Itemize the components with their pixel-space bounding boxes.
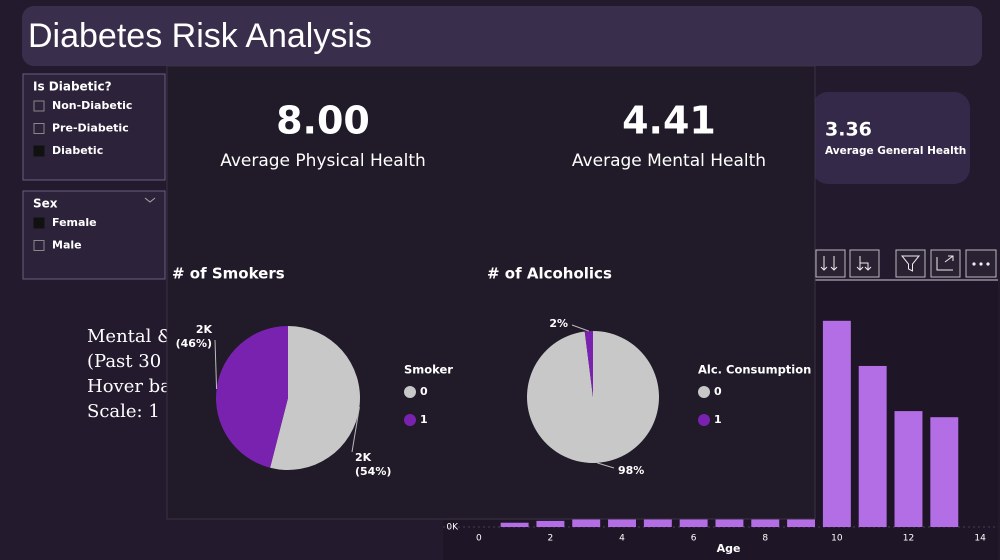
bar[interactable] bbox=[500, 522, 529, 527]
data-label: 2K bbox=[196, 323, 213, 336]
bar[interactable] bbox=[894, 411, 923, 527]
slicer-box bbox=[22, 190, 166, 280]
legend-title: Smoker bbox=[404, 363, 453, 377]
x-tick-label: 10 bbox=[831, 534, 843, 544]
x-tick-label: 4 bbox=[619, 534, 625, 544]
pie-slice[interactable] bbox=[584, 331, 593, 397]
bar[interactable] bbox=[930, 417, 959, 527]
pie-slice[interactable] bbox=[216, 326, 288, 468]
x-tick-label: 0 bbox=[476, 534, 482, 544]
slicer-option[interactable]: Diabetic bbox=[52, 144, 103, 157]
drill-icon bbox=[856, 256, 872, 271]
text-line: Scale: 1 (E bbox=[87, 401, 186, 422]
header-bar bbox=[22, 6, 982, 66]
text-box: Mental & (Past 30 I Hover ba Scale: 1 (E bbox=[87, 326, 186, 422]
legend-label[interactable]: 0 bbox=[420, 385, 428, 398]
slicers: Is Diabetic? Non-Diabetic Pre-Diabetic Diab… bbox=[22, 73, 166, 280]
sort-button[interactable] bbox=[815, 249, 846, 278]
slicer-option[interactable]: Pre-Diabetic bbox=[52, 122, 129, 135]
checkbox[interactable] bbox=[33, 217, 45, 229]
bar[interactable] bbox=[715, 519, 744, 527]
x-axis-title: Age bbox=[717, 542, 741, 555]
y-tick-label: 0K bbox=[446, 523, 459, 533]
legend-label[interactable]: 0 bbox=[714, 385, 722, 398]
card-value: 4.41 bbox=[622, 99, 716, 143]
slicer-box bbox=[22, 73, 166, 181]
slicer-option[interactable]: Female bbox=[52, 216, 97, 229]
legend-marker[interactable] bbox=[698, 386, 710, 398]
x-tick-label: 6 bbox=[691, 534, 697, 544]
filter-button[interactable] bbox=[895, 249, 926, 278]
data-label: (46%) bbox=[176, 337, 212, 350]
page-title: Diabetes Risk Analysis bbox=[28, 17, 372, 55]
legend-marker[interactable] bbox=[698, 414, 710, 426]
data-label: 98% bbox=[618, 464, 644, 477]
data-label: 2K bbox=[355, 451, 372, 464]
more-dot bbox=[986, 262, 990, 266]
text-line: Mental & bbox=[87, 326, 173, 347]
x-tick-label: 8 bbox=[762, 534, 768, 544]
card-label: Average Mental Health bbox=[572, 151, 766, 171]
slicer-title: Sex bbox=[33, 197, 58, 211]
checkbox[interactable] bbox=[33, 240, 45, 251]
more-dot bbox=[972, 262, 976, 266]
data-label: (54%) bbox=[355, 465, 391, 478]
chart-title: # of Smokers bbox=[172, 265, 285, 283]
checkbox[interactable] bbox=[33, 123, 45, 134]
bar[interactable] bbox=[572, 519, 601, 527]
filter-icon bbox=[900, 255, 921, 272]
x-tick-label: 12 bbox=[903, 534, 914, 544]
visual-toolbar bbox=[815, 249, 997, 278]
bar[interactable] bbox=[787, 519, 816, 527]
pie-slice[interactable] bbox=[527, 331, 660, 463]
bar[interactable] bbox=[751, 519, 780, 527]
card-label: Average Physical Health bbox=[220, 151, 426, 171]
slicer-title: Is Diabetic? bbox=[33, 80, 112, 94]
bar[interactable] bbox=[822, 320, 851, 527]
card-value: 8.00 bbox=[276, 99, 370, 143]
bar[interactable] bbox=[679, 519, 708, 527]
x-tick-label: 2 bbox=[548, 534, 554, 544]
general-health-card bbox=[812, 92, 970, 184]
dropdown-chevron[interactable] bbox=[144, 197, 156, 203]
more-dot bbox=[979, 262, 983, 266]
bar[interactable] bbox=[858, 365, 887, 527]
slicer-option[interactable]: Non-Diabetic bbox=[52, 99, 132, 112]
sort-icon bbox=[820, 256, 838, 271]
leader-line bbox=[351, 406, 360, 453]
legend-marker[interactable] bbox=[404, 386, 416, 398]
legend-label[interactable]: 1 bbox=[714, 413, 722, 426]
legend-marker[interactable] bbox=[404, 414, 416, 426]
checkbox[interactable] bbox=[33, 100, 45, 112]
bar[interactable] bbox=[608, 519, 636, 527]
legend-label[interactable]: 1 bbox=[420, 413, 428, 426]
card-label: Average General Health bbox=[825, 145, 966, 157]
checkbox[interactable] bbox=[33, 145, 45, 157]
text-line: (Past 30 I bbox=[87, 351, 174, 372]
leader-line bbox=[571, 324, 590, 332]
legend-title: Alc. Consumption bbox=[698, 363, 811, 377]
leader-line bbox=[214, 339, 218, 389]
leader-line bbox=[596, 462, 615, 469]
x-tick-label: 14 bbox=[974, 534, 986, 544]
focus-icon bbox=[936, 255, 954, 271]
focus-button[interactable] bbox=[930, 249, 961, 278]
data-label: 2% bbox=[549, 317, 568, 330]
bar[interactable] bbox=[643, 519, 672, 527]
slicer-option[interactable]: Male bbox=[52, 239, 82, 252]
text-line: Hover ba bbox=[87, 376, 171, 397]
chart-title: # of Alcoholics bbox=[487, 265, 612, 283]
pie-slice[interactable] bbox=[270, 326, 360, 470]
card-value: 3.36 bbox=[825, 119, 872, 141]
bar[interactable] bbox=[536, 520, 565, 527]
